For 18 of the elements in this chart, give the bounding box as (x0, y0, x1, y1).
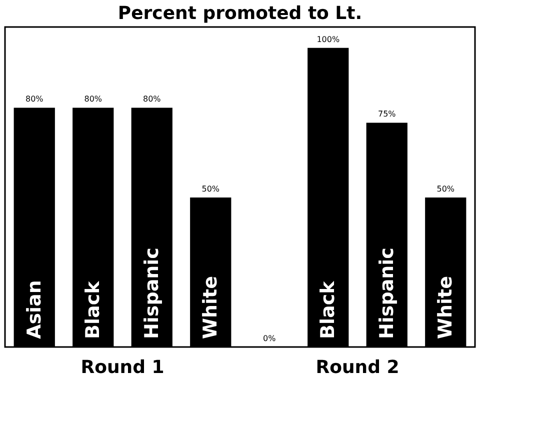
x-tick-label: Hispanic (140, 248, 163, 339)
x-tick-label: Hispanic (376, 248, 398, 339)
chart-title: Percent promoted to Lt. (118, 3, 362, 24)
x-tick-label: Black (317, 280, 340, 339)
text: Round 1 (80, 357, 164, 378)
x-tick-label: Asian (23, 280, 46, 339)
x-tick-label: Black (82, 280, 104, 339)
x-tick-label: White (200, 276, 222, 339)
data-label: 50% (436, 184, 455, 194)
data-label: 50% (202, 184, 220, 194)
data-label: 80% (25, 94, 44, 104)
data-label: 80% (142, 94, 162, 104)
data-label: 75% (378, 110, 396, 119)
data-label: 0% (263, 334, 276, 343)
x-tick-label: White (434, 276, 457, 339)
text: Round 2 (316, 357, 400, 378)
data-label: 80% (84, 94, 102, 104)
data-label: 100% (316, 34, 340, 44)
